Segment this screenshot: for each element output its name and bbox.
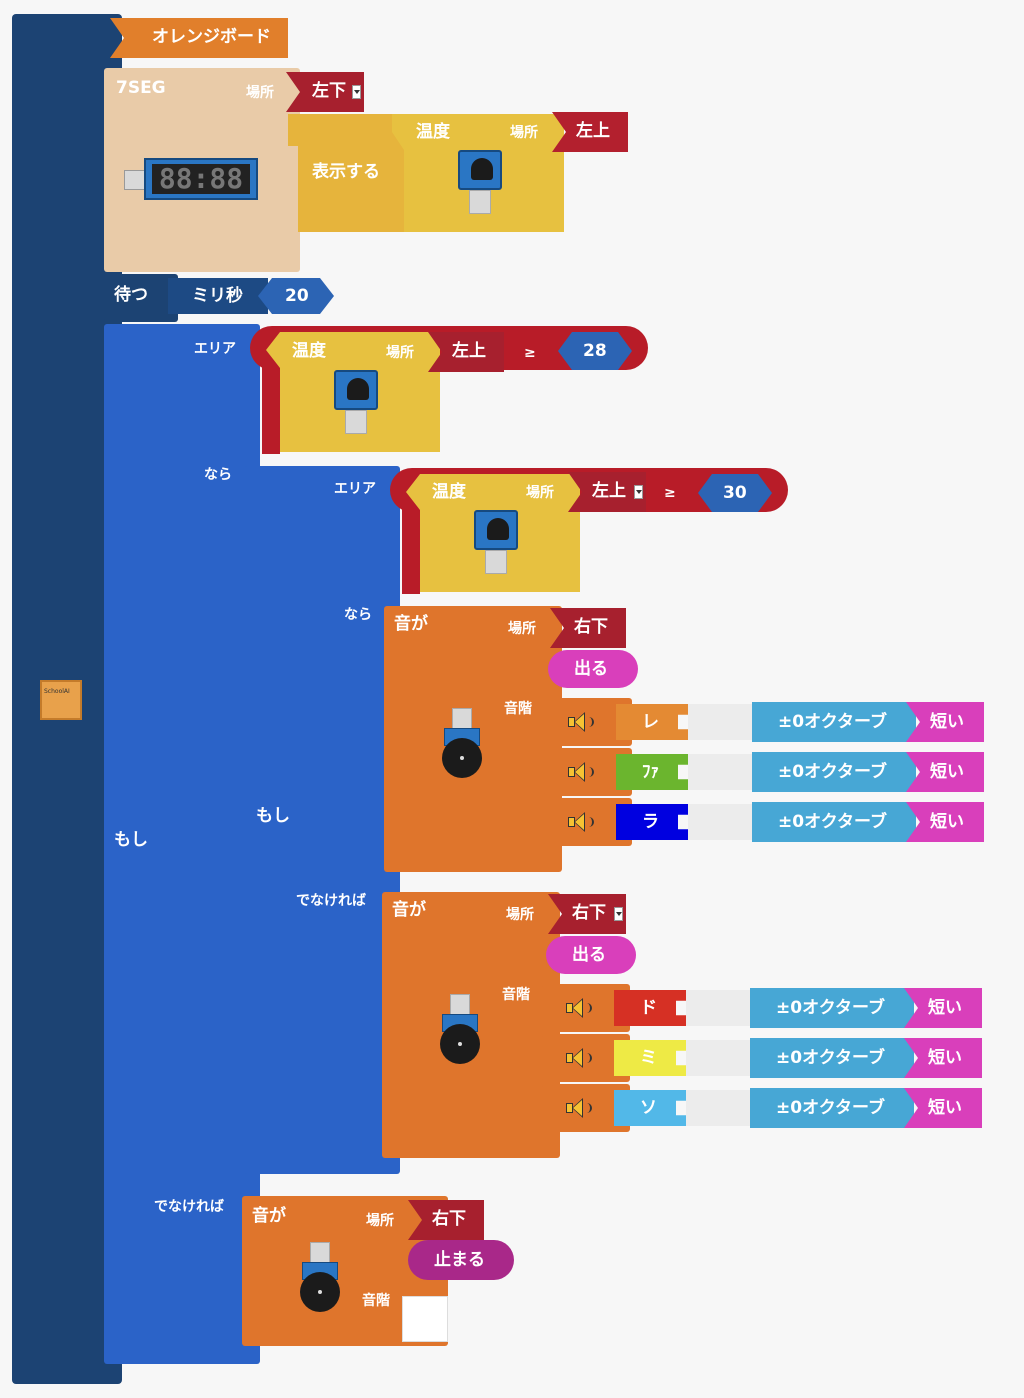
length-selector[interactable]: 短い: [906, 802, 984, 842]
octave-selector[interactable]: ±0オクターブ: [750, 988, 914, 1028]
temperature-sensor-icon: [334, 370, 378, 434]
temperature-sensor-icon: [474, 510, 518, 574]
dropdown-arrow-icon: [352, 85, 361, 99]
then-place-dropdown[interactable]: 右下: [550, 608, 626, 648]
board-icon: SchoolAI: [40, 680, 82, 720]
stop-action-button[interactable]: 止まる: [408, 1240, 514, 1280]
octave-selector[interactable]: ±0オクターブ: [752, 752, 916, 792]
buzzer-icon: [298, 1242, 342, 1314]
note-selector[interactable]: ラ: [616, 804, 688, 840]
octave-selector[interactable]: ±0オクターブ: [752, 802, 916, 842]
dropdown-arrow-icon: [614, 907, 623, 921]
outer-value-input[interactable]: 28: [558, 332, 632, 370]
dropdown-arrow-icon: [634, 485, 643, 499]
then-action-button[interactable]: 出る: [548, 650, 638, 688]
speaker-icon: [564, 996, 592, 1020]
temp-place-dropdown[interactable]: 左上: [552, 112, 628, 152]
buzzer-icon: [440, 708, 484, 780]
seg-display-socket[interactable]: [288, 114, 408, 232]
inner-operator-dropdown[interactable]: ≥: [664, 485, 676, 501]
wait-block[interactable]: [104, 274, 178, 322]
seg-title: 7SEG: [116, 78, 166, 98]
speaker-icon: [564, 1096, 592, 1120]
buzzer-icon: [438, 994, 482, 1066]
note-selector[interactable]: ソ: [614, 1090, 686, 1126]
temperature-sensor-icon: [458, 150, 502, 214]
note-socket: [686, 1090, 756, 1126]
note-socket: [688, 754, 758, 790]
octave-selector[interactable]: ±0オクターブ: [750, 1088, 914, 1128]
length-selector[interactable]: 短い: [904, 1038, 982, 1078]
stop-scale-socket[interactable]: [402, 1296, 448, 1342]
outer-operator-dropdown[interactable]: ≥: [524, 345, 536, 361]
seg-place-label: 場所: [246, 85, 274, 101]
wait-unit-block[interactable]: [168, 278, 268, 314]
note-socket: [686, 990, 756, 1026]
note-selector[interactable]: ミ: [614, 1040, 686, 1076]
speaker-icon: [566, 760, 594, 784]
length-selector[interactable]: 短い: [904, 988, 982, 1028]
if-outer-block[interactable]: [104, 324, 260, 1364]
length-selector[interactable]: 短い: [906, 752, 984, 792]
octave-selector[interactable]: ±0オクターブ: [752, 702, 916, 742]
else-action-button[interactable]: 出る: [546, 936, 636, 974]
wait-value-input[interactable]: 20: [258, 278, 334, 314]
note-selector[interactable]: ﾌｧ: [616, 754, 688, 790]
speaker-icon: [566, 810, 594, 834]
octave-selector[interactable]: ±0オクターブ: [750, 1038, 914, 1078]
seg-display-label: 表示する: [312, 162, 380, 182]
note-socket: [686, 1040, 756, 1076]
inner-value-input[interactable]: 30: [698, 474, 772, 512]
speaker-icon: [564, 1046, 592, 1070]
seg-display-icon: 88:88: [124, 158, 258, 200]
note-selector[interactable]: ド: [614, 990, 686, 1026]
board-name-block[interactable]: オレンジボード: [110, 18, 288, 58]
length-selector[interactable]: 短い: [904, 1088, 982, 1128]
note-selector[interactable]: レ: [616, 704, 688, 740]
length-selector[interactable]: 短い: [906, 702, 984, 742]
speaker-icon: [566, 710, 594, 734]
if-inner-block[interactable]: [244, 466, 400, 1174]
note-socket: [688, 704, 758, 740]
note-socket: [688, 804, 758, 840]
